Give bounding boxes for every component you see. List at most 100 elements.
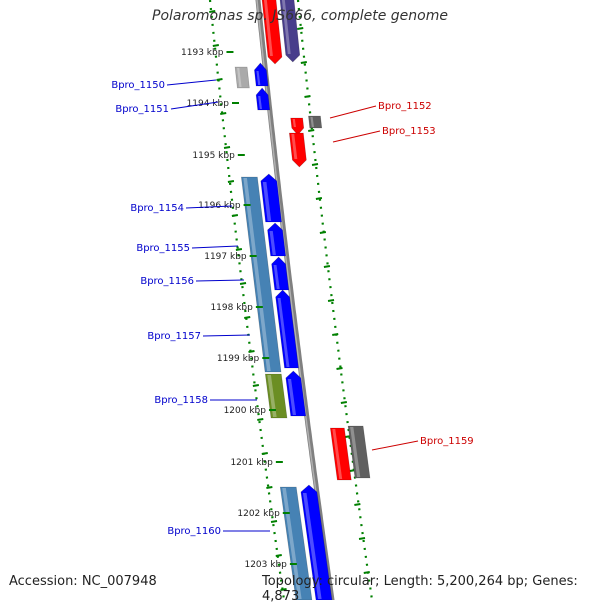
gene-labels: Bpro_1150 Bpro_1151 Bpro_1152 Bpro_1153 Bpro… [111,79,474,537]
gene-bpro-1153-shine [291,134,298,159]
ruler-dash-left [257,418,264,421]
dotted-guide-lines [208,0,374,600]
accession-label: Accession: NC_007948 [9,574,157,589]
kbp-tick-label: 1198 kbp [210,303,253,313]
gene-grey-1152b-shine [310,117,314,127]
gene-bpro-1157 [275,289,299,369]
kbp-tick-label: 1193 kbp [181,48,224,58]
ruler-dash-left [280,588,287,591]
gene-steel-1160-shine [282,488,302,599]
ruler-dash-left [270,520,278,523]
gene-label: Bpro_1155 [136,243,190,254]
gene-bpro-1153 [288,132,307,168]
ruler-dash-left [231,214,239,217]
ruler-dash-right [319,231,327,234]
gene-steel-1160 [279,486,313,600]
gene-bpro-1157-shine [277,298,290,367]
genome-title: Polaromonas sp. JS666, complete genome [152,8,448,24]
ruler-dash-right [300,61,307,64]
gene-label: Bpro_1152 [378,101,432,112]
gene-label: Bpro_1154 [130,203,184,214]
gene-bpro-1156-shine [273,265,280,289]
gene-label: Bpro_1158 [154,395,208,406]
gene-bpro-1158-shine [287,379,297,415]
ruler-dash-left [275,554,282,557]
gene-bpro-1160 [300,484,333,600]
gene-bpro-1151-shine [258,96,262,109]
gene-bpro-1154-shine [262,182,272,221]
ruler-dash-right [327,299,335,302]
ruler-dash-right [363,571,370,574]
ruler-dash-left [266,486,273,489]
gene-leader-line [329,105,377,119]
ruler-dash-right [354,503,361,506]
gene-features [234,0,371,600]
gene-leader-line [191,245,239,249]
ruler-dash-right [340,401,348,404]
gene-leader-line [332,130,381,143]
gene-top-navy-shine [281,0,291,54]
ruler-dash-right [315,197,323,200]
kbp-tick-label: 1200 kbp [224,406,267,416]
gene-grey-small-shine [237,68,242,87]
gene-label: Bpro_1159 [420,436,474,447]
gene-label: Bpro_1157 [147,331,201,342]
gene-label: Bpro_1151 [115,104,169,115]
gene-bpro-1151 [255,87,271,111]
gene-bpro-1150 [254,62,269,87]
ruler-dash-left [223,146,231,149]
kbp-tick-label: 1197 kbp [204,252,247,262]
gene-bpro-1159-red [329,427,352,481]
gene-top-red [261,0,283,65]
ruler-dash-left [244,316,251,319]
ruler-dash-left [252,384,260,387]
gene-bpro-1152-shine [292,119,296,127]
gene-bpro-1154 [260,173,282,223]
gene-bpro-1160-shine [302,493,322,599]
gene-steel-cluster-shine [243,178,271,371]
ruler-dash-right [308,129,315,132]
ruler-dash-left [209,10,216,13]
ruler-dash-right [332,333,339,336]
gene-leader-line [185,205,233,209]
ruler-dash-left [212,44,219,47]
gene-bpro-1158-green [264,373,288,419]
gene-leader-line [371,440,419,451]
gene-bpro-1150-shine [256,71,261,85]
gene-bpro-1155 [267,222,286,257]
kbp-tick-label: 1199 kbp [217,354,260,364]
ruler-dash-left [261,452,268,455]
gene-leader-line [166,79,217,86]
gene-bpro-1156 [271,256,290,291]
gene-bpro-1159-red-shine [332,429,343,479]
gene-label: Bpro_1156 [140,276,194,287]
gene-leader-line [195,279,245,282]
kbp-tick-label: 1201 kbp [230,458,273,468]
ruler-dash-right [336,367,343,370]
kbp-tick-label: 1203 kbp [244,560,287,570]
ruler-dash-left [227,180,235,183]
gene-bpro-1158 [285,370,307,417]
gene-label: Bpro_1160 [167,526,221,537]
gene-grey-small [234,66,250,89]
ruler-dash-left [235,248,243,251]
kbp-tick-label: 1202 kbp [237,509,280,519]
ruler-dash-right [358,537,366,540]
ruler-dash-right [297,27,304,30]
gene-bpro-1155-shine [269,231,276,255]
ruler-dash-left [220,112,227,115]
ruler-dash-right [311,163,319,166]
ruler-dash-right [323,265,331,268]
ruler-dash-left [248,350,255,353]
ruler-dash-right [304,95,311,98]
gene-leader-line [202,334,251,337]
gene-bpro-1159-shine [350,427,361,477]
gene-bpro-1159 [347,425,371,479]
ruler-dash-left [216,78,223,81]
gene-bpro-1152 [290,117,305,136]
gene-label: Bpro_1150 [111,80,165,91]
kbp-tick-label: 1195 kbp [192,151,235,161]
kbp-tick-label: 1196 kbp [198,201,241,211]
gene-leader-line [170,101,219,110]
